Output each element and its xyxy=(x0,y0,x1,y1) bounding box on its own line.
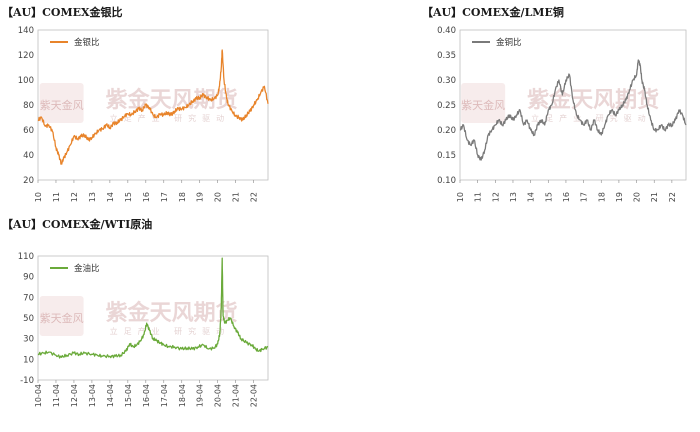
x-tick-label: 21 xyxy=(232,192,241,202)
x-tick-label: 22 xyxy=(250,192,259,202)
x-tick-label: 13 xyxy=(509,192,518,202)
x-tick-label: 18 xyxy=(597,192,606,202)
x-tick-label: 10-04 xyxy=(34,384,43,407)
watermark-logo xyxy=(461,83,506,123)
watermark-logo xyxy=(39,296,84,336)
x-tick-label: 17 xyxy=(580,192,589,202)
x-tick-label: 10 xyxy=(34,192,43,202)
x-tick-label: 17-04 xyxy=(160,384,169,407)
y-tick-label: 20 xyxy=(23,176,34,186)
watermark-text: 紫金天风期货 xyxy=(106,87,238,113)
x-tick-label: 22-04 xyxy=(250,384,259,407)
y-tick-label: 70 xyxy=(23,293,34,303)
series-line xyxy=(459,59,687,161)
y-tick-label: 0.25 xyxy=(437,101,456,111)
chart-title: 【AU】COMEX金银比 xyxy=(2,6,123,19)
series-line xyxy=(37,49,269,165)
watermark-logo-text: 紫天金风 xyxy=(40,311,84,325)
y-tick-label: 10 xyxy=(23,355,34,365)
y-tick-label: 0.10 xyxy=(437,176,456,186)
watermark-subtext: 立足产业 研究驱动 xyxy=(110,113,231,123)
x-tick-label: 15 xyxy=(124,192,133,202)
x-tick-label: 18-04 xyxy=(178,384,187,407)
plot-area xyxy=(459,29,687,181)
watermark-logo-text: 紫天金风 xyxy=(40,98,84,112)
x-tick-label: 16 xyxy=(562,192,571,202)
watermark-logo xyxy=(39,83,84,123)
x-tick-label: 12 xyxy=(491,192,500,202)
series-line xyxy=(37,257,269,359)
x-tick-label: 13 xyxy=(88,192,97,202)
watermark-text: 紫金天风期货 xyxy=(106,300,238,326)
watermark-logo-text: 紫天金风 xyxy=(461,98,505,112)
x-tick-label: 14 xyxy=(106,192,115,202)
x-tick-label: 20 xyxy=(214,192,223,202)
y-tick-label: 100 xyxy=(18,76,34,86)
x-tick-label: 12 xyxy=(70,192,79,202)
y-tick-label: 0.15 xyxy=(437,151,456,161)
x-tick-label: 18 xyxy=(178,192,187,202)
x-tick-label: 10 xyxy=(456,192,465,202)
y-tick-label: 40 xyxy=(23,151,34,161)
y-tick-label: 80 xyxy=(23,101,34,111)
y-tick-label: 0.20 xyxy=(437,126,456,136)
y-tick-label: 110 xyxy=(18,252,34,262)
x-tick-label: 15 xyxy=(544,192,553,202)
chart-title: 【AU】COMEX金/WTI原油 xyxy=(2,218,153,231)
y-tick-label: 90 xyxy=(23,273,34,283)
x-tick-label: 22 xyxy=(668,192,677,202)
x-tick-label: 21-04 xyxy=(232,384,241,407)
y-tick-label: 60 xyxy=(23,126,34,136)
legend-label: 金银比 xyxy=(74,37,100,48)
y-tick-label: 30 xyxy=(23,335,34,345)
x-tick-label: 11-04 xyxy=(52,384,61,407)
watermark-subtext: 立足产业 研究驱动 xyxy=(110,326,231,336)
x-tick-label: 16 xyxy=(142,192,151,202)
x-tick-label: 20 xyxy=(633,192,642,202)
plot-area xyxy=(37,29,269,181)
watermark-subtext: 立足产业 研究驱动 xyxy=(531,113,652,123)
x-tick-label: 12-04 xyxy=(70,384,79,407)
plot-area xyxy=(37,255,269,381)
x-tick-label: 19-04 xyxy=(196,384,205,407)
x-tick-label: 13-04 xyxy=(88,384,97,407)
y-tick-label: 0.40 xyxy=(437,26,456,36)
x-tick-label: 15-04 xyxy=(124,384,133,407)
chart-title: 【AU】COMEX金/LME铜 xyxy=(422,6,564,19)
x-tick-label: 14-04 xyxy=(106,384,115,407)
x-tick-label: 19 xyxy=(196,192,205,202)
y-tick-label: 0.30 xyxy=(437,76,456,86)
x-tick-label: 19 xyxy=(615,192,624,202)
legend-label: 金油比 xyxy=(74,263,100,274)
y-tick-label: -10 xyxy=(20,376,34,386)
legend-label: 金铜比 xyxy=(496,37,522,48)
y-tick-label: 140 xyxy=(18,26,34,36)
x-tick-label: 11 xyxy=(52,192,61,202)
x-tick-label: 11 xyxy=(474,192,483,202)
y-tick-label: 120 xyxy=(18,51,34,61)
x-tick-label: 14 xyxy=(527,192,536,202)
x-tick-label: 17 xyxy=(160,192,169,202)
x-tick-label: 20-04 xyxy=(214,384,223,407)
y-tick-label: 0.35 xyxy=(437,51,456,61)
x-tick-label: 16-04 xyxy=(142,384,151,407)
y-tick-label: 50 xyxy=(23,314,34,324)
watermark-text: 紫金天风期货 xyxy=(527,87,659,113)
x-tick-label: 21 xyxy=(650,192,659,202)
